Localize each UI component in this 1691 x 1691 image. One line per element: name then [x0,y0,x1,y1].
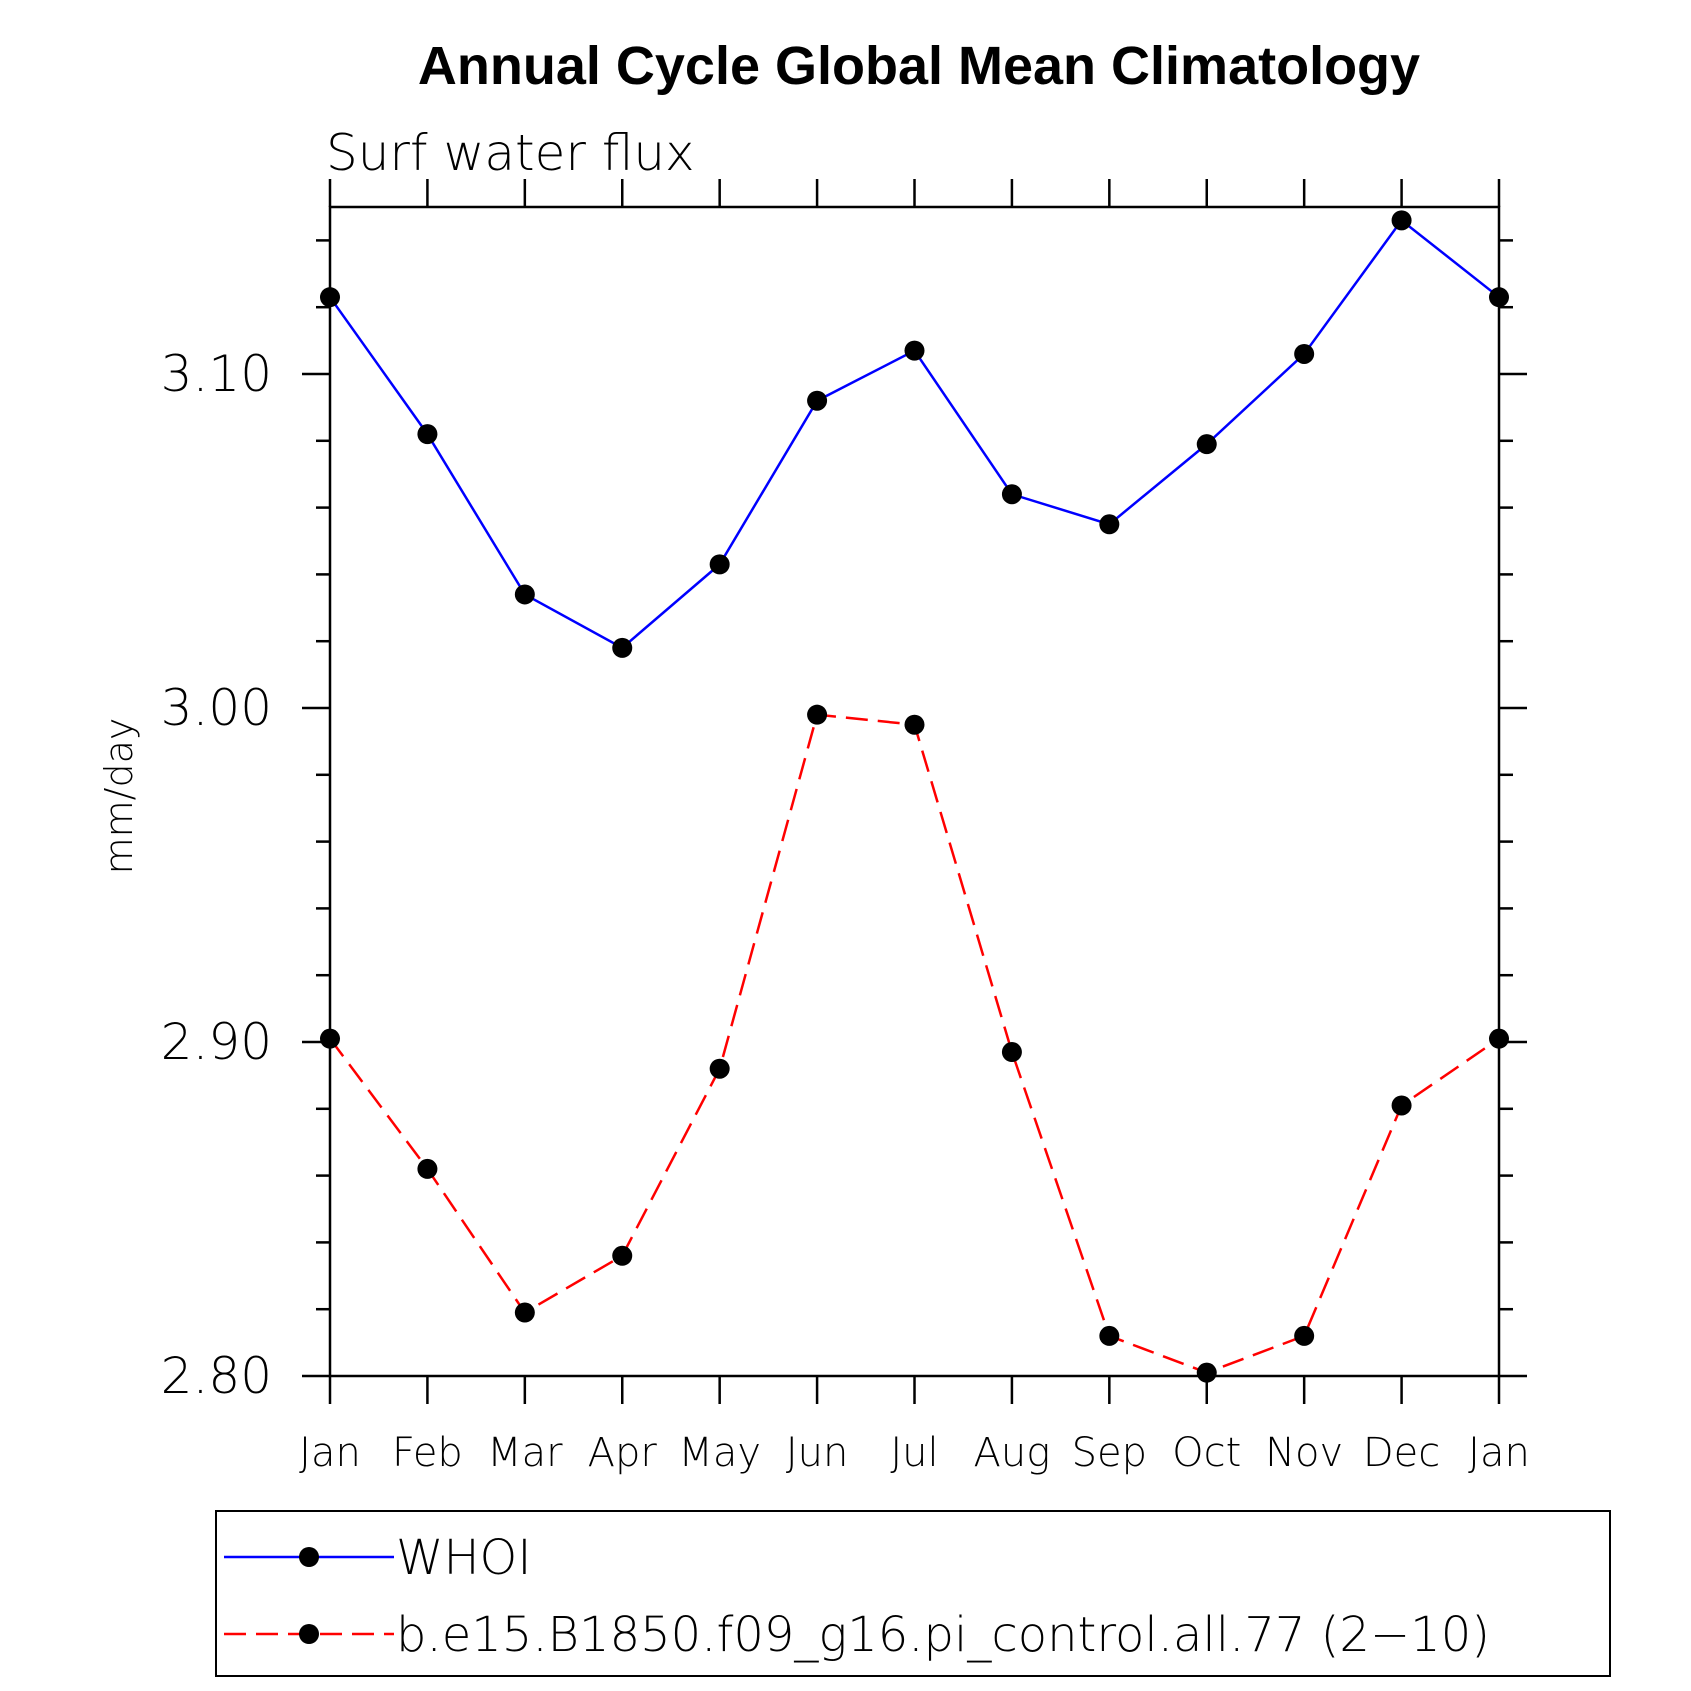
data-point [612,637,633,658]
x-tick-label: Aug [974,1430,1051,1476]
data-point [709,554,730,575]
data-point [1489,1028,1509,1049]
y-tick-labels: 2.80 2.90 3.00 3.10 [161,345,272,1405]
data-point [904,714,925,735]
x-tick-label: Jun [786,1430,849,1476]
x-tick-label: Oct [1172,1430,1241,1476]
legend: WHOI b.e15.B1850.f09_g16.pi_control.all.7… [215,1510,1611,1677]
x-tick-label: Mar [487,1430,563,1476]
data-point [1391,1095,1412,1116]
x-tick-label: Feb [392,1430,463,1476]
x-tick-label: Jan [299,1430,361,1476]
data-point [1294,343,1315,364]
data-point [514,584,535,605]
legend-label: WHOI [396,1530,532,1586]
data-point [514,1302,535,1323]
y-axis-label: mm/day [97,718,141,875]
legend-marker [299,1547,319,1567]
data-point [417,1158,438,1179]
data-point [904,340,925,361]
series-line-2 [328,713,1500,1374]
y-tick-label: 3.00 [161,679,272,737]
x-tick-label: Sep [1072,1430,1147,1476]
plot-frame [328,205,1501,1378]
x-tick-label: Nov [1265,1430,1343,1476]
data-point [1001,1042,1022,1063]
series-lines [320,210,1509,1383]
x-tick-label: Apr [588,1430,658,1476]
x-tick-labels: Jan Feb Mar Apr May Jun Jul Aug Sep Oct Nov Dec Jan [299,1430,1530,1476]
data-point [807,390,828,411]
y-tick-label: 2.90 [161,1013,272,1071]
legend-label: b.e15.B1850.f09_g16.pi_control.all.77 (2… [396,1607,1490,1663]
data-point [807,704,828,725]
data-point [320,1028,340,1049]
y-tick-label: 3.10 [161,345,272,403]
x-tick-label: Jul [890,1430,938,1476]
x-tick-label: May [678,1430,761,1476]
x-tick-label: Jan [1468,1430,1530,1476]
y-tick-label: 2.80 [161,1347,272,1405]
data-point [1294,1325,1315,1346]
legend-box [215,1510,1611,1677]
data-point [612,1245,633,1266]
data-point [417,424,438,445]
data-point [1196,434,1217,455]
data-point [1099,514,1120,535]
axis-ticks [302,179,1527,1404]
legend-marker [299,1624,319,1644]
data-point [1391,210,1412,231]
data-point [1196,1362,1217,1383]
chart-subtitle: Surf water flux [326,124,695,182]
data-point [320,287,340,308]
data-point [1099,1325,1120,1346]
data-point [1001,484,1022,505]
chart-title: Annual Cycle Global Mean Climatology [418,36,1420,96]
data-point [709,1058,730,1079]
x-tick-label: Dec [1363,1430,1440,1476]
data-point [1489,287,1509,308]
series-line-1 [328,218,1500,650]
